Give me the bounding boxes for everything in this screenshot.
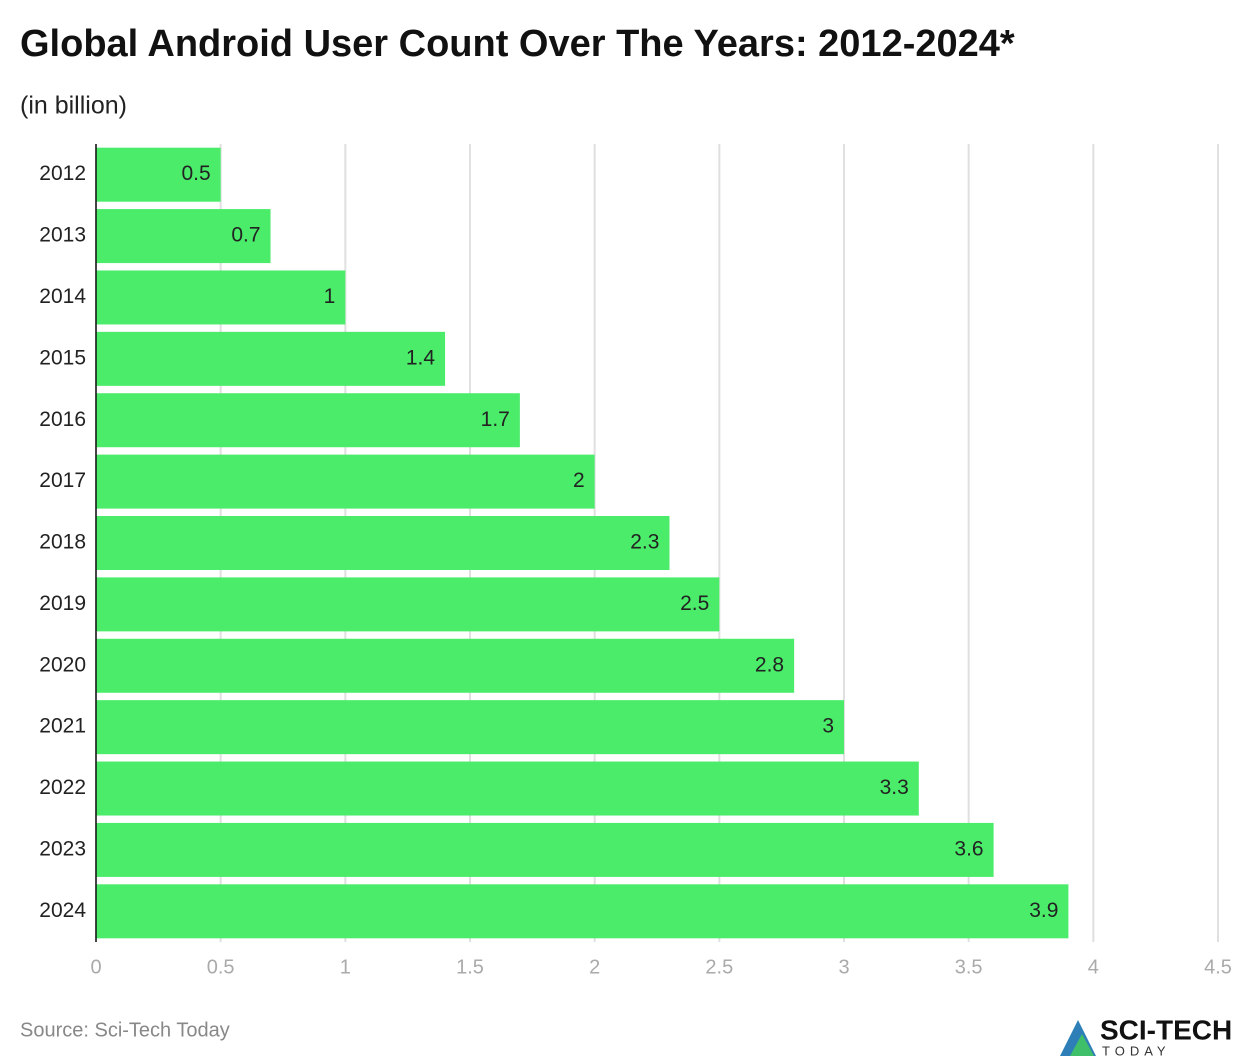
value-label: 0.5 xyxy=(181,162,210,185)
x-tick-label: 1 xyxy=(340,956,351,978)
bar xyxy=(96,761,919,816)
value-label: 3.3 xyxy=(880,776,909,799)
value-label: 1.7 xyxy=(481,408,510,431)
value-label: 2 xyxy=(573,469,585,492)
bar xyxy=(96,516,670,570)
bar xyxy=(96,147,221,202)
y-tick-label: 2015 xyxy=(39,346,86,369)
bar xyxy=(96,331,446,386)
x-tick-label: 4 xyxy=(1088,956,1099,978)
y-tick-label: 2022 xyxy=(39,776,86,799)
y-tick-label: 2018 xyxy=(39,531,86,554)
value-label: 0.7 xyxy=(231,224,260,247)
logo-icon xyxy=(1070,1034,1094,1056)
bar xyxy=(96,270,346,325)
value-label: 3.6 xyxy=(954,837,983,860)
x-tick-label: 0 xyxy=(90,956,101,978)
chart-subtitle: (in billion) xyxy=(20,92,127,120)
source: Source: Sci-Tech Today xyxy=(20,1019,230,1041)
logo-name: SCI-TECH xyxy=(1100,1014,1232,1045)
bar xyxy=(96,577,720,632)
value-label: 2.8 xyxy=(755,653,784,676)
x-tick-label: 1.5 xyxy=(456,956,484,978)
x-tick-label: 2.5 xyxy=(705,956,733,978)
y-tick-label: 2021 xyxy=(39,715,86,738)
x-tick-label: 2 xyxy=(589,956,600,978)
x-tick-label: 3 xyxy=(838,956,849,978)
logo: SCI-TECH TODAY xyxy=(1060,1014,1232,1058)
y-tick-label: 2013 xyxy=(39,224,86,247)
bar xyxy=(96,454,595,509)
y-tick-label: 2020 xyxy=(39,653,86,676)
value-label: 2.3 xyxy=(630,531,659,554)
y-tick-label: 2019 xyxy=(39,592,86,615)
bar xyxy=(96,393,520,448)
logo-tagline: TODAY xyxy=(1102,1043,1171,1058)
x-tick-label: 3.5 xyxy=(955,956,983,978)
value-label: 3 xyxy=(822,715,834,738)
value-label: 2.5 xyxy=(680,592,709,615)
y-tick-label: 2012 xyxy=(39,162,86,185)
bar xyxy=(96,209,271,264)
bar xyxy=(96,884,1069,939)
y-tick-label: 2016 xyxy=(39,408,86,431)
value-label: 1 xyxy=(324,285,336,308)
bar xyxy=(96,638,795,693)
bar xyxy=(96,700,844,755)
y-tick-label: 2023 xyxy=(39,837,86,860)
y-tick-label: 2014 xyxy=(39,285,86,308)
x-tick-label: 0.5 xyxy=(207,956,235,978)
chart-title: Global Android User Count Over The Years… xyxy=(20,23,1015,65)
value-label: 3.9 xyxy=(1029,899,1058,922)
y-tick-label: 2017 xyxy=(39,469,86,492)
bar xyxy=(96,822,994,877)
x-tick-label: 4.5 xyxy=(1204,956,1232,978)
value-label: 1.4 xyxy=(406,346,436,369)
y-tick-label: 2024 xyxy=(39,899,86,922)
